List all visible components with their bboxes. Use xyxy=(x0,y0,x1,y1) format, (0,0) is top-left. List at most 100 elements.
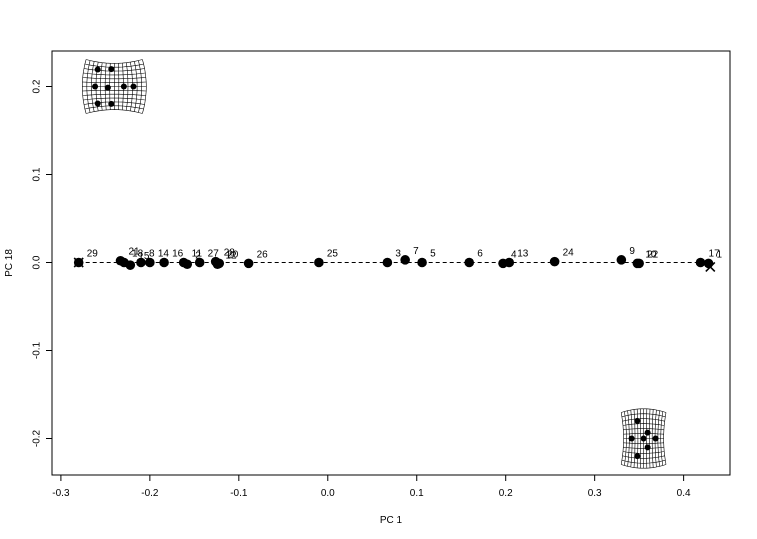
x-tick-label: 0.2 xyxy=(499,488,513,499)
y-tick-label: 0.1 xyxy=(32,167,43,181)
point-label-6: 6 xyxy=(477,249,483,260)
warp-landmark xyxy=(94,66,101,73)
point-label-10: 10 xyxy=(645,249,657,260)
warp-grid-line xyxy=(622,418,665,422)
point-label-9: 9 xyxy=(629,246,635,257)
point-label-1: 1 xyxy=(717,249,723,260)
x-tick-label: 0.3 xyxy=(588,488,602,499)
warp-landmark xyxy=(640,435,647,442)
point-3 xyxy=(382,257,393,268)
warp-grid-line xyxy=(82,90,147,92)
point-label-4: 4 xyxy=(511,249,517,260)
warp-grid-line xyxy=(83,72,146,76)
warp-grid-line xyxy=(84,63,144,68)
point-label-18: 18 xyxy=(132,249,144,260)
point-label-25: 25 xyxy=(327,249,339,260)
warp-grid-line xyxy=(621,459,666,464)
warp-grid-line xyxy=(82,93,146,96)
point-26 xyxy=(243,258,254,269)
warp-landmark xyxy=(644,444,651,451)
y-tick-label: 0.0 xyxy=(32,255,43,269)
x-axis-label: PC 1 xyxy=(380,515,403,526)
extreme-markers xyxy=(73,257,716,272)
warp-grid-line xyxy=(84,105,144,110)
point-label-28: 28 xyxy=(224,248,236,259)
point-7 xyxy=(400,255,410,265)
warp-grid-line xyxy=(623,446,664,449)
point-9 xyxy=(616,255,627,265)
warp-landmark xyxy=(634,453,641,460)
point-label-11: 11 xyxy=(192,249,203,260)
y-tick-label: -0.2 xyxy=(32,429,43,447)
point-label-13: 13 xyxy=(517,249,529,260)
point-15 xyxy=(125,260,136,270)
x-tick-label: 0.0 xyxy=(321,488,335,499)
point-label-5: 5 xyxy=(430,249,436,260)
point-label-29: 29 xyxy=(87,249,99,260)
warp-grid-top-left xyxy=(81,59,147,114)
point-25 xyxy=(314,257,324,268)
point-label-12: 12 xyxy=(225,250,237,261)
point-label-7: 7 xyxy=(413,246,419,257)
warp-grid-line xyxy=(623,433,664,435)
extreme-x-marker xyxy=(705,261,716,272)
warp-grid-line xyxy=(623,442,664,444)
point-label-16: 16 xyxy=(172,249,184,260)
point-8 xyxy=(136,257,146,268)
point-17 xyxy=(695,257,706,268)
warp-landmark xyxy=(104,84,111,91)
extreme-x-marker xyxy=(73,257,84,268)
point-14 xyxy=(145,257,155,268)
point-label-3: 3 xyxy=(395,249,401,260)
point-27 xyxy=(194,257,205,268)
point-label-8: 8 xyxy=(149,249,155,260)
warp-landmark xyxy=(108,66,115,73)
warp-grid-line xyxy=(83,97,146,101)
point-6 xyxy=(464,257,475,268)
y-tick-label: -0.1 xyxy=(32,341,43,359)
warp-grid-line xyxy=(623,428,664,431)
warp-grid-line xyxy=(82,77,146,80)
x-axis: -0.3 -0.2 -0.1 0.0 0.1 0.2 0.3 0.4 xyxy=(52,474,691,499)
point-24 xyxy=(549,256,560,267)
point-5 xyxy=(417,257,427,268)
warp-grid-line xyxy=(82,81,147,83)
warp-landmark xyxy=(628,435,635,442)
warp-grid-line xyxy=(621,408,667,413)
y-axis: -0.2 -0.1 0.0 0.1 0.2 xyxy=(32,79,53,447)
warp-grid-line xyxy=(621,413,666,418)
point-22 xyxy=(634,258,644,269)
warp-grid-bottom-right xyxy=(620,408,667,469)
warp-landmark xyxy=(652,435,659,442)
warp-landmark xyxy=(108,100,115,107)
x-tick-label: -0.2 xyxy=(141,488,159,499)
warp-grid-line xyxy=(622,451,665,454)
y-tick-label: 0.2 xyxy=(32,79,43,93)
warp-landmark xyxy=(92,83,99,90)
point-label-14: 14 xyxy=(158,249,170,260)
point-label-26: 26 xyxy=(257,249,269,260)
warp-grid-line xyxy=(622,455,665,459)
warp-grid-line xyxy=(86,109,143,114)
point-label-22: 22 xyxy=(647,249,659,260)
x-tick-label: -0.1 xyxy=(230,488,248,499)
warp-landmark xyxy=(120,83,127,90)
x-tick-label: -0.3 xyxy=(52,488,70,499)
point-13 xyxy=(504,257,515,268)
point-16 xyxy=(159,257,169,268)
point-1 xyxy=(703,258,714,269)
warp-grid-line xyxy=(620,412,624,465)
y-axis-label: PC 18 xyxy=(4,249,15,277)
point-label-20: 20 xyxy=(227,249,239,260)
warp-grid-line xyxy=(621,464,667,469)
warp-landmark xyxy=(130,83,137,90)
warp-grids xyxy=(81,59,667,469)
point-label-21: 21 xyxy=(129,247,141,258)
warp-grid-line xyxy=(83,101,145,105)
x-tick-label: 0.1 xyxy=(410,488,424,499)
warp-grid-line xyxy=(622,423,665,426)
point-2 xyxy=(182,259,193,270)
warp-landmark xyxy=(644,429,651,436)
point-label-27: 27 xyxy=(208,249,220,260)
warp-grid-line xyxy=(86,59,143,64)
